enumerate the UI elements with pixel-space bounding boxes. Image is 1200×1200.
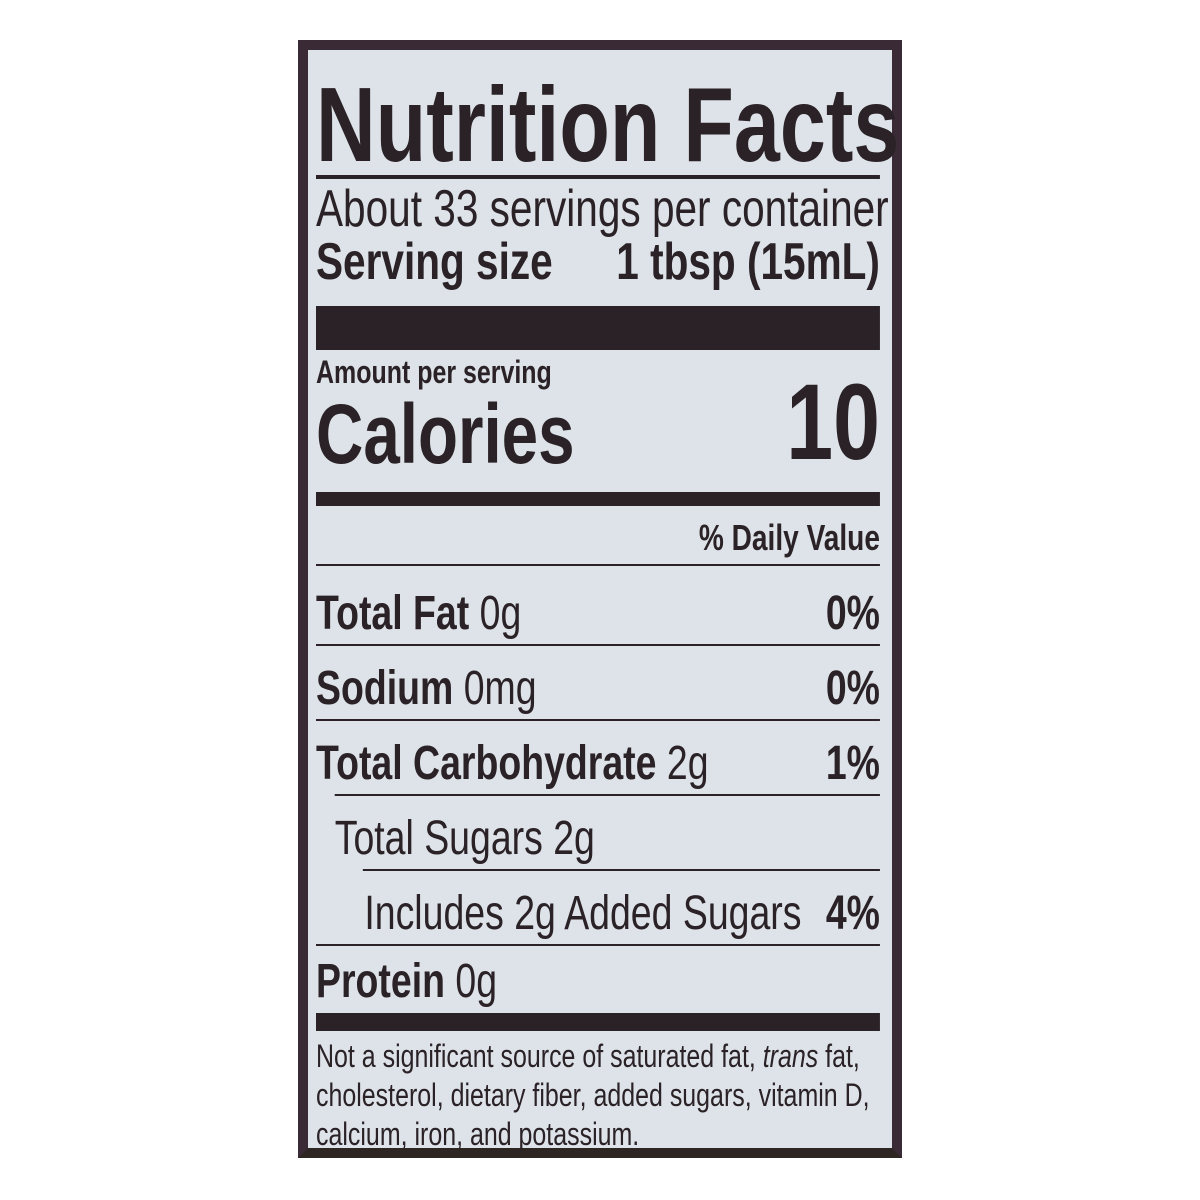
nutrient-amount: 0g	[455, 955, 498, 1008]
nutrient-amount: 0g	[479, 587, 522, 640]
nutrient-row-added-sugars: Includes 2g Added Sugars	[364, 887, 802, 940]
nutrient-dv: 4%	[825, 887, 880, 940]
nutrient-amount: 2g	[666, 737, 709, 790]
daily-value-header: % Daily Value	[698, 517, 880, 558]
footnote-text: Not a significant source of saturated fa…	[316, 1038, 763, 1074]
medium-divider	[316, 492, 880, 506]
label-title: Nutrition Facts	[316, 66, 900, 184]
divider	[316, 564, 880, 566]
nutrient-name: Sodium	[316, 662, 454, 715]
nutrient-amount: 0mg	[463, 662, 537, 715]
divider	[316, 719, 880, 721]
nutrition-facts-label: Nutrition Facts About 33 servings per co…	[298, 40, 902, 1158]
footnote-text: fat,	[818, 1038, 860, 1074]
footnote-line-1: Not a significant source of saturated fa…	[316, 1040, 860, 1072]
divider	[316, 175, 880, 179]
divider	[316, 644, 880, 646]
nutrient-row-sodium: Sodium 0mg	[316, 665, 537, 713]
divider	[316, 944, 880, 946]
nutrient-name: Total Fat	[316, 587, 470, 640]
serving-size-label: Serving size	[316, 233, 553, 291]
nutrient-name: Total Carbohydrate	[316, 737, 657, 790]
label-content: Nutrition Facts About 33 servings per co…	[316, 50, 899, 1152]
nutrient-row-total-fat: Total Fat 0g	[316, 590, 521, 638]
nutrient-row-total-sugars: Total Sugars 2g	[334, 812, 595, 865]
nutrient-row-total-carbohydrate: Total Carbohydrate 2g	[316, 740, 709, 788]
thick-divider	[316, 1013, 880, 1031]
nutrient-dv: 1%	[825, 737, 880, 790]
nutrient-row-protein: Protein 0g	[316, 958, 497, 1006]
serving-size-value: 1 tbsp (15mL)	[616, 233, 880, 291]
footnote-line-2: cholesterol, dietary fiber, added sugars…	[316, 1077, 870, 1113]
servings-per-container: About 33 servings per container	[316, 180, 889, 238]
calories-label: Calories	[316, 387, 575, 481]
nutrient-name: Protein	[316, 955, 445, 1008]
footnote-line-3: calcium, iron, and potassium.	[316, 1116, 640, 1152]
footnote-italic: trans	[762, 1038, 819, 1074]
thick-divider	[316, 306, 880, 350]
divider	[334, 794, 880, 796]
nutrient-dv: 0%	[825, 587, 880, 640]
nutrient-dv: 0%	[825, 662, 880, 715]
amount-per-serving: Amount per serving	[316, 354, 552, 390]
divider	[362, 869, 880, 871]
calories-value: 10	[786, 361, 880, 482]
